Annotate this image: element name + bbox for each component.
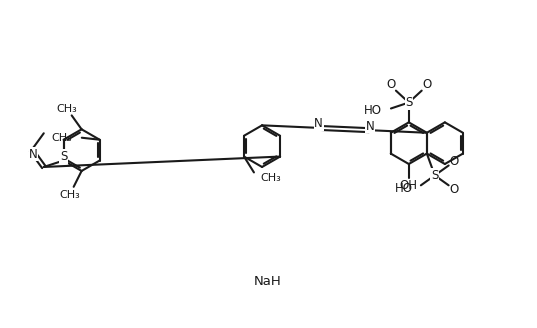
Text: O: O bbox=[449, 183, 458, 196]
Text: HO: HO bbox=[364, 104, 382, 117]
Text: O: O bbox=[386, 78, 396, 91]
Text: CH₃: CH₃ bbox=[51, 133, 72, 143]
Text: HO: HO bbox=[395, 182, 413, 195]
Text: O: O bbox=[449, 155, 458, 168]
Text: N: N bbox=[366, 120, 374, 133]
Text: O: O bbox=[422, 78, 431, 91]
Text: N: N bbox=[314, 117, 323, 131]
Text: S: S bbox=[60, 150, 67, 163]
Text: N: N bbox=[29, 148, 38, 161]
Text: OH: OH bbox=[400, 179, 418, 192]
Text: CH₃: CH₃ bbox=[56, 104, 77, 114]
Text: NaH: NaH bbox=[254, 276, 282, 289]
Text: CH₃: CH₃ bbox=[59, 190, 80, 200]
Text: S: S bbox=[405, 96, 412, 109]
Text: CH₃: CH₃ bbox=[260, 174, 281, 183]
Text: S: S bbox=[431, 169, 438, 182]
